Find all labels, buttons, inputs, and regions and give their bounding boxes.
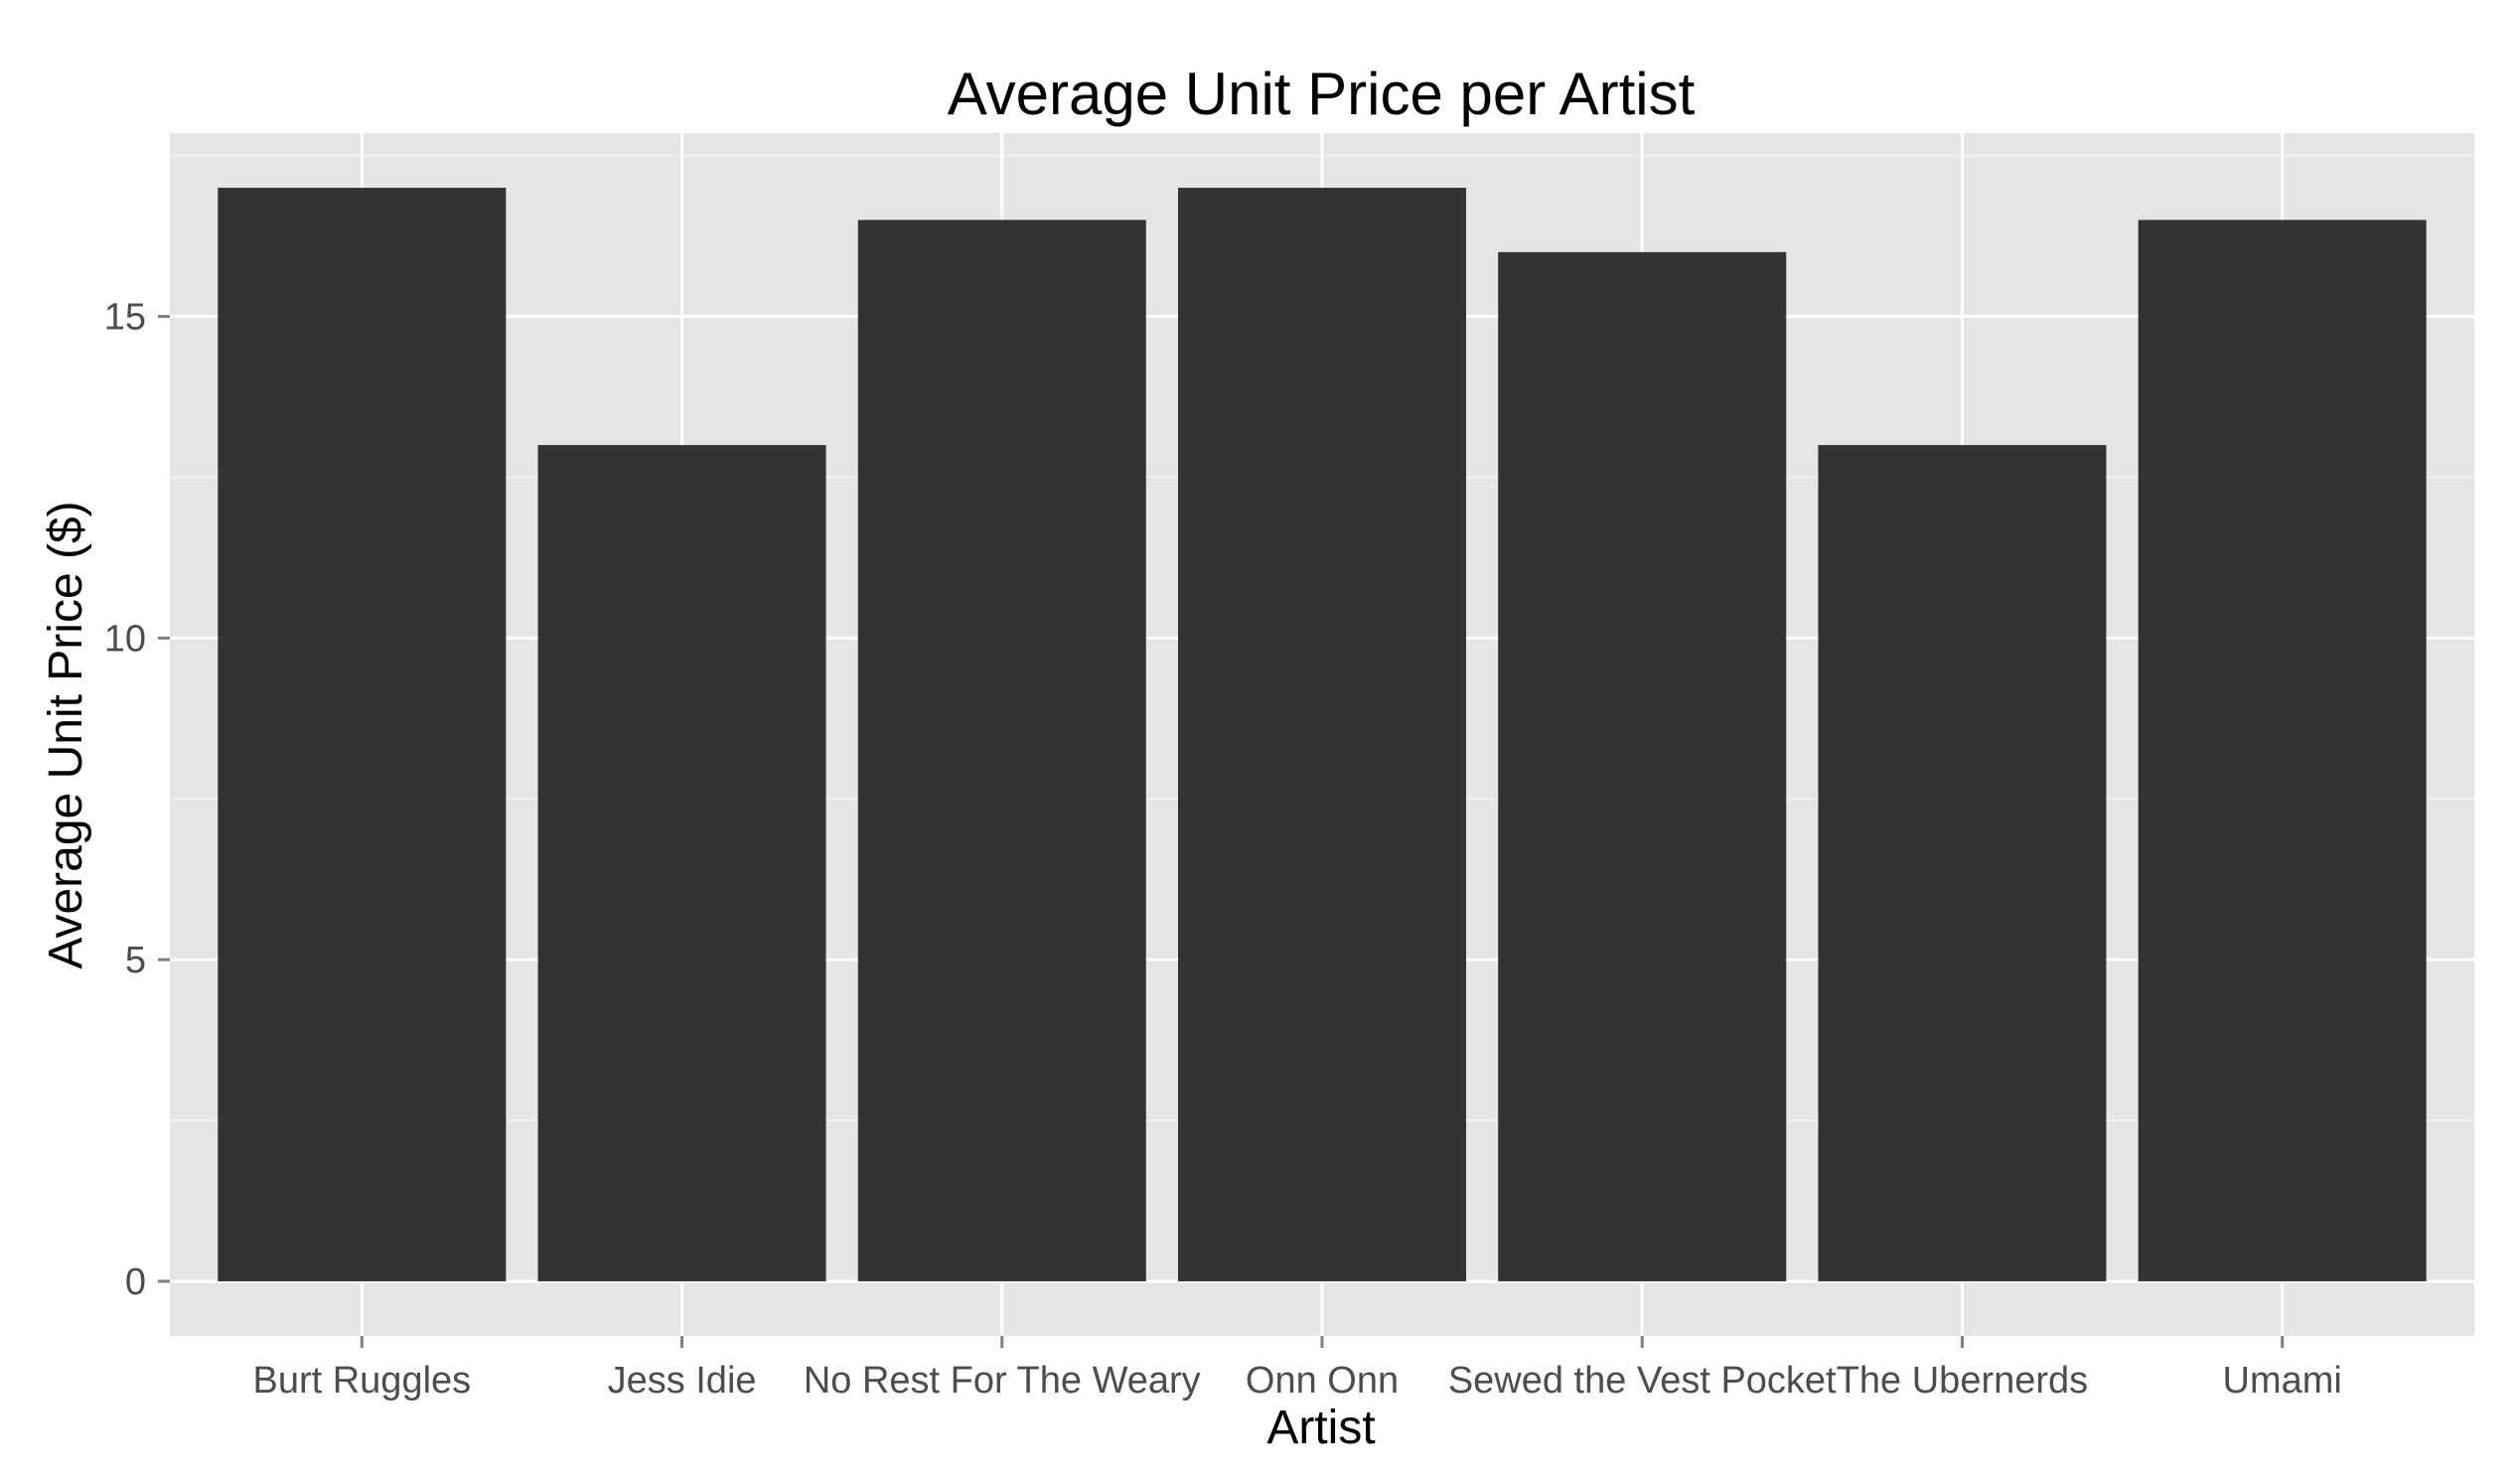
y-tick-label: 10 bbox=[104, 618, 146, 660]
x-tick-label: Sewed the Vest Pocket bbox=[1448, 1360, 1837, 1402]
y-tick-label: 5 bbox=[125, 940, 146, 981]
bar-onn-onn bbox=[1178, 188, 1466, 1281]
bar-no-rest-for-the-weary bbox=[857, 220, 1146, 1281]
bar-the-ubernerds bbox=[1818, 445, 2107, 1281]
x-axis: Burt Ruggles Jess Idie No Rest For The Wea… bbox=[252, 1336, 2342, 1402]
x-tick-label: Umami bbox=[2223, 1360, 2342, 1402]
x-axis-title: Artist bbox=[1266, 1402, 1375, 1454]
bars bbox=[218, 188, 2427, 1281]
y-tick-label: 15 bbox=[104, 297, 146, 339]
x-tick-label: The Ubernerds bbox=[1837, 1360, 2088, 1402]
bar-sewed-the-vest-pocket bbox=[1498, 251, 1787, 1281]
bar-burt-ruggles bbox=[218, 188, 507, 1281]
y-axis-title: Average Unit Price ($) bbox=[40, 501, 92, 968]
y-axis: 0 5 10 15 bbox=[104, 297, 170, 1303]
x-tick-label: No Rest For The Weary bbox=[804, 1360, 1201, 1402]
bar-jess-idie bbox=[537, 445, 826, 1281]
x-tick-label: Jess Idie bbox=[608, 1360, 757, 1402]
x-tick-label: Burt Ruggles bbox=[252, 1360, 471, 1402]
chart-title: Average Unit Price per Artist bbox=[948, 61, 1696, 127]
bar-umami bbox=[2138, 220, 2427, 1281]
y-tick-label: 0 bbox=[125, 1261, 146, 1303]
x-tick-label: Onn Onn bbox=[1246, 1360, 1399, 1402]
